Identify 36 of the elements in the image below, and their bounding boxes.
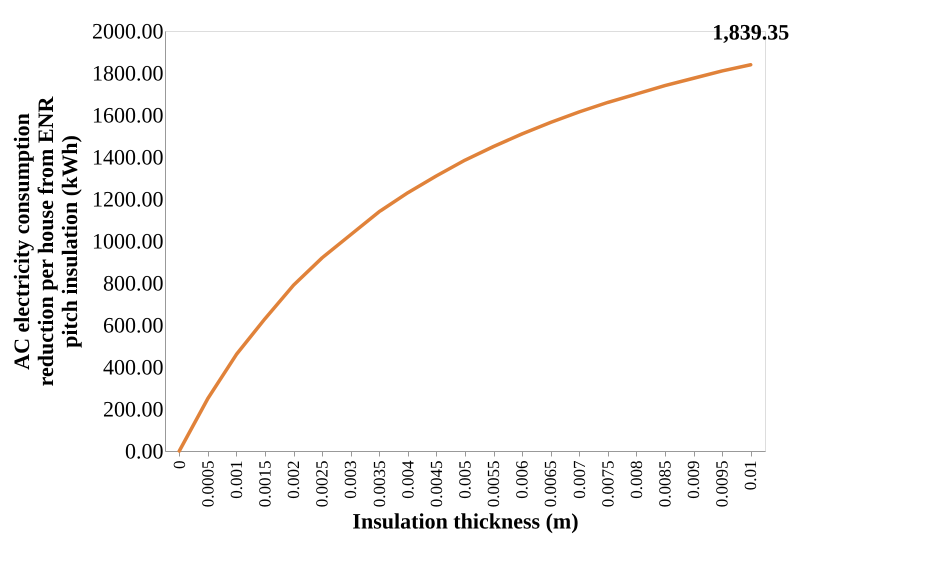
x-tick-label: 0.0025 xyxy=(312,460,332,508)
x-tick-label: 0.006 xyxy=(512,460,532,499)
y-tick-label: 1800.00 xyxy=(92,60,164,86)
x-tick-label: 0.007 xyxy=(570,460,589,499)
y-tick-label: 1600.00 xyxy=(92,102,164,128)
x-tick-label: 0.001 xyxy=(226,460,246,499)
y-tick-label: 200.00 xyxy=(103,396,164,422)
y-tick-label: 800.00 xyxy=(103,270,164,296)
y-tick-label: 0.00 xyxy=(125,438,164,464)
x-tick-label: 0.0005 xyxy=(198,460,218,508)
data-label: 1,839.35 xyxy=(712,20,790,45)
x-tick-label: 0.0065 xyxy=(541,460,560,508)
y-tick-label: 1200.00 xyxy=(92,186,164,212)
x-tick-label: 0.0085 xyxy=(656,460,674,508)
x-tick-label: 0.008 xyxy=(626,460,646,499)
y-tick-label: 600.00 xyxy=(103,312,164,338)
y-tick-label: 400.00 xyxy=(103,354,164,380)
x-tick-label: 0.004 xyxy=(398,460,418,499)
x-tick-label: 0.003 xyxy=(341,460,360,499)
y-tick-label: 1000.00 xyxy=(92,228,164,254)
x-tick-label: 0.0035 xyxy=(370,460,389,508)
x-tick-label: 0.005 xyxy=(456,460,474,499)
x-tick-label: 0.0055 xyxy=(484,460,504,508)
x-tick-label: 0 xyxy=(170,460,189,469)
x-tick-label: 0.0015 xyxy=(256,460,274,508)
x-tick-label: 0.01 xyxy=(741,460,760,490)
line-series xyxy=(178,62,752,453)
x-tick-label: 0.0045 xyxy=(426,460,446,508)
y-axis-title: AC electricity consumption reduction per house from ENR pitch insulation (kWh) xyxy=(9,96,82,386)
x-tick-label: 0.0095 xyxy=(712,460,732,508)
x-tick-label: 0.002 xyxy=(284,460,304,499)
x-tick-label: 0.0075 xyxy=(598,460,618,508)
x-tick-label: 0.009 xyxy=(684,460,704,499)
x-axis-title: Insulation thickness (m) xyxy=(352,508,579,534)
y-tick-label: 1400.00 xyxy=(92,144,164,170)
y-tick-label: 2000.00 xyxy=(92,18,164,44)
